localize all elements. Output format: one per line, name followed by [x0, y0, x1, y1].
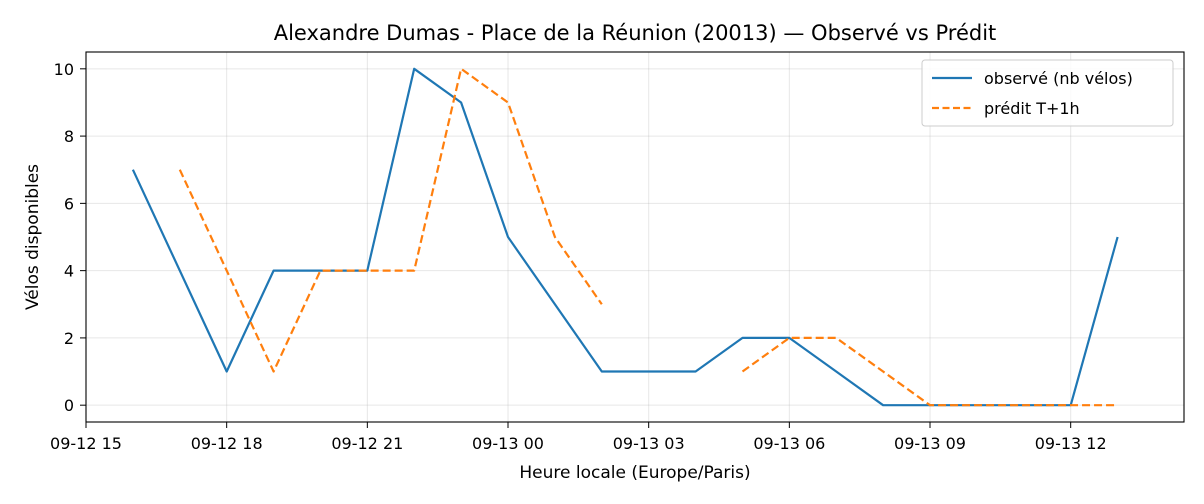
x-tick-label: 09-12 18 [191, 434, 263, 453]
y-tick-label: 10 [54, 60, 74, 79]
x-tick-label: 09-13 09 [894, 434, 966, 453]
x-tick-label: 09-13 03 [613, 434, 685, 453]
x-tick-label: 09-12 15 [50, 434, 122, 453]
x-axis-label: Heure locale (Europe/Paris) [519, 463, 750, 483]
x-tick-label: 09-13 00 [472, 434, 544, 453]
x-tick-label: 09-12 21 [331, 434, 403, 453]
x-tick-label: 09-13 06 [753, 434, 825, 453]
y-tick-label: 8 [64, 127, 74, 146]
plot-frame [85, 51, 1185, 423]
series-line-predicted [741, 336, 1118, 407]
ticks: 09-12 15 09-12 18 09-12 21 09-13 00 09-13 03… [50, 60, 1107, 453]
y-tick-label: 6 [64, 194, 74, 213]
y-tick-label: 2 [64, 329, 74, 348]
legend: observé (nb vélos) prédit T+1h [921, 59, 1174, 127]
y-tick-label: 0 [64, 396, 74, 415]
x-tick-label: 09-13 12 [1035, 434, 1107, 453]
legend-label-predicted: prédit T+1h [984, 99, 1080, 118]
series-line-predicted [178, 67, 603, 373]
series-layer [131, 67, 1119, 407]
legend-label-observed: observé (nb vélos) [984, 69, 1133, 88]
y-axis-label: Vélos disponibles [23, 164, 43, 310]
chart-title: Alexandre Dumas - Place de la Réunion (2… [274, 21, 997, 45]
legend-box [921, 59, 1174, 127]
y-tick-label: 4 [64, 262, 74, 281]
